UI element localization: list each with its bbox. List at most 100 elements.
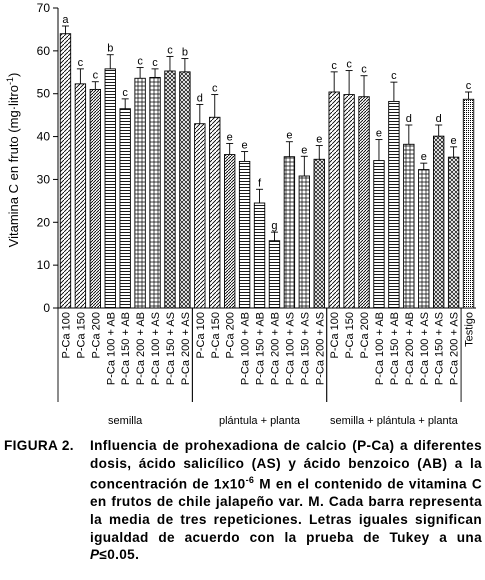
category-label: P-Ca 100 + AS	[419, 312, 431, 385]
y-axis-label-exponent: -1	[5, 77, 15, 85]
bar	[224, 154, 236, 309]
bar	[403, 143, 415, 309]
y-axis-label: Vitamina C en fruto (mg·litro-1)	[5, 73, 21, 248]
significance-letter: b	[107, 43, 113, 55]
group-label: semilla + plántula + planta	[330, 415, 459, 427]
category-label: P-Ca 100 + AB	[105, 312, 117, 385]
bar-chart: 0 10 20 30 40 50 60 70 a P-Ca 100 c P-Ca 150 c P-Ca 2…	[5, 1, 476, 427]
bar	[298, 175, 310, 309]
bar	[328, 91, 340, 309]
significance-letter: c	[346, 59, 352, 71]
significance-letter: c	[167, 44, 173, 56]
bar	[462, 98, 475, 309]
y-axis-label-text: Vitamina C en fruto (mg·litro	[6, 85, 21, 247]
category-label: P-Ca 150 + AS	[165, 312, 177, 385]
significance-letter: e	[421, 151, 427, 163]
bar	[313, 158, 325, 309]
significance-letter: e	[301, 144, 307, 156]
bar	[358, 96, 370, 309]
significance-letter: e	[242, 140, 248, 152]
category-label: P-Ca 100 + AB	[240, 312, 252, 385]
bar	[283, 156, 296, 309]
category-label: P-Ca 200 + AS	[449, 312, 461, 385]
category-label: P-Ca 100 + AS	[150, 312, 162, 385]
bar	[164, 70, 176, 309]
significance-letter: c	[93, 70, 99, 82]
group-label: semilla	[108, 415, 143, 427]
significance-letter: c	[391, 70, 397, 82]
plot-area: 0 10 20 30 40 50 60 70 a P-Ca 100 c P-Ca 150 c P-Ca 2…	[37, 1, 476, 427]
caption-text-part-2: M en el contenido de vitamina C en fruto…	[90, 476, 483, 545]
bar	[74, 83, 87, 309]
significance-letter: c	[78, 57, 84, 69]
significance-letter: e	[451, 135, 457, 147]
y-tick-label: 50	[37, 87, 51, 101]
category-label: P-Ca 200 + AB	[135, 312, 147, 385]
figure-caption: FIGURA 2. Influencia de prohexadiona de …	[4, 437, 482, 564]
category-label: P-Ca 200 + AB	[269, 312, 281, 385]
category-label: P-Ca 200	[359, 312, 371, 358]
significance-letter: g	[271, 220, 277, 232]
significance-letter: e	[227, 131, 233, 143]
category-label: P-Ca 150	[344, 312, 356, 358]
bar	[433, 135, 445, 309]
category-label: P-Ca 150 + AB	[255, 312, 267, 385]
bar	[209, 116, 221, 309]
significance-letter: d	[436, 113, 442, 125]
caption-text-part-1: Influencia de prohexadiona de calcio (P-…	[90, 438, 482, 492]
category-label: P-Ca 200 + AB	[404, 312, 416, 385]
bar	[179, 71, 191, 309]
significance-letter: d	[406, 113, 412, 125]
bar	[89, 88, 101, 309]
bar	[194, 123, 206, 309]
category-label: P-Ca 150	[75, 312, 87, 358]
category-label: P-Ca 150 + AB	[389, 312, 401, 385]
significance-letter: c	[331, 60, 337, 72]
bar	[373, 160, 385, 309]
category-label: P-Ca 150	[210, 312, 222, 358]
group-label: plántula + planta	[219, 415, 301, 427]
category-label: P-Ca 150 + AB	[120, 312, 132, 385]
significance-letter: c	[361, 64, 367, 76]
bar	[343, 94, 355, 309]
caption-exponent: -6	[245, 475, 255, 486]
category-label: P-Ca 150 + AS	[299, 312, 311, 385]
significance-letter: c	[122, 87, 128, 99]
bar	[253, 202, 266, 309]
y-tick-label: 30	[37, 172, 51, 186]
category-label: P-Ca 200 + AS	[314, 312, 326, 385]
bar	[149, 76, 161, 309]
y-tick-label: 20	[37, 215, 51, 229]
category-label: P-Ca 100	[195, 312, 207, 358]
significance-letter: a	[62, 14, 69, 26]
category-label: P-Ca 100 + AB	[374, 312, 386, 385]
bar	[59, 33, 72, 309]
category-label: P-Ca 100 + AS	[284, 312, 296, 385]
category-label: P-Ca 200	[90, 312, 102, 358]
significance-letter: e	[316, 134, 322, 146]
significance-letter: b	[182, 47, 188, 59]
y-axis-label-close: )	[6, 73, 21, 77]
bar	[134, 77, 146, 309]
category-label: P-Ca 100	[329, 312, 341, 358]
bar	[104, 68, 116, 309]
caption-p-symbol: P	[90, 547, 100, 563]
significance-letter: c	[212, 83, 218, 95]
y-tick-label: 0	[43, 301, 50, 315]
category-label: P-Ca 100	[60, 312, 72, 358]
bar	[447, 156, 460, 309]
category-label: P-Ca 200	[225, 312, 237, 358]
y-tick-label: 10	[37, 258, 51, 272]
bar	[268, 240, 281, 309]
bar	[418, 169, 430, 309]
category-label: P-Ca 150 + AS	[434, 312, 446, 385]
y-tick-label: 40	[37, 130, 51, 144]
significance-letter: c	[137, 56, 143, 68]
bar	[238, 160, 251, 309]
caption-label: FIGURA 2.	[4, 438, 74, 453]
significance-letter: f	[258, 177, 262, 189]
bar	[388, 100, 400, 309]
category-label: P-Ca 200 + AS	[180, 312, 192, 385]
significance-letter: e	[286, 130, 292, 142]
category-label: Testigo	[464, 312, 476, 347]
